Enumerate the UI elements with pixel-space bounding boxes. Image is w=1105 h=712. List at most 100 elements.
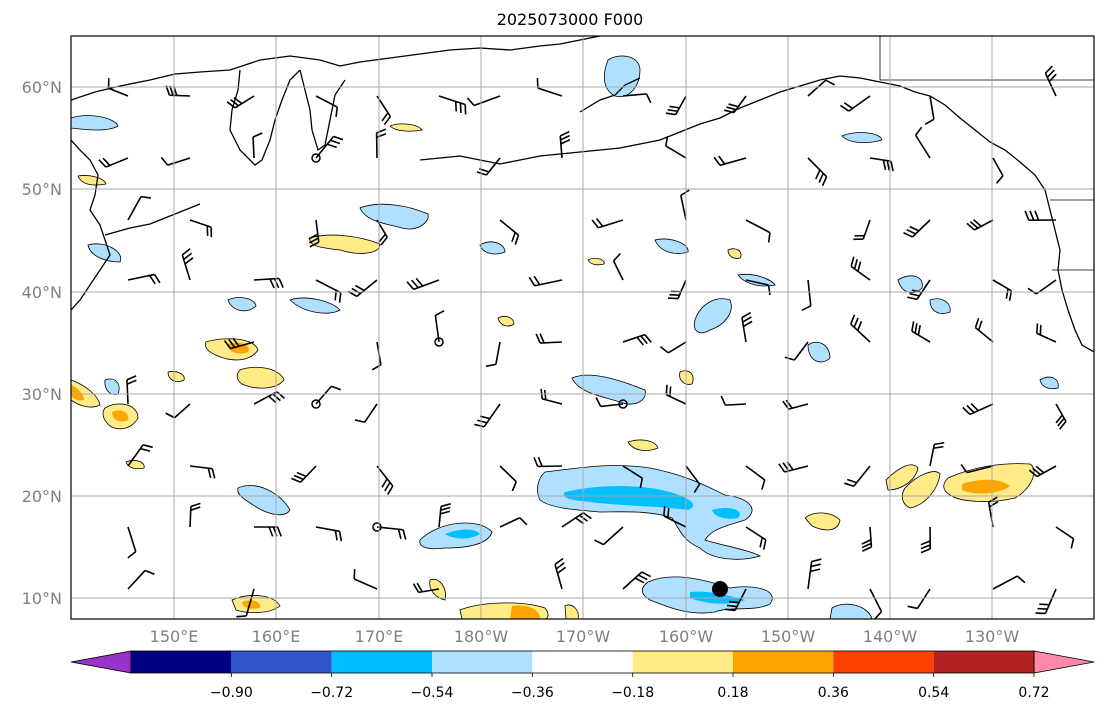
wind-barb	[924, 95, 935, 126]
wind-barb	[914, 126, 931, 159]
colorbar-label: 0.54	[918, 685, 949, 701]
wind-barb	[960, 463, 994, 474]
wind-barb	[308, 219, 320, 248]
wind-barb	[1055, 526, 1075, 549]
wind-barb	[844, 465, 871, 488]
wind-barb	[725, 588, 747, 612]
wind-barb	[992, 575, 1026, 590]
colorbar-segment	[632, 651, 733, 673]
wind-barb	[745, 465, 766, 490]
map-title: 2025073000 F000	[496, 10, 644, 29]
wind-barb	[528, 275, 563, 287]
wind-barb	[659, 341, 687, 354]
wind-barb	[741, 311, 753, 343]
wind-barb	[849, 314, 871, 343]
wind-barb	[252, 132, 263, 159]
wind-barb	[536, 78, 563, 97]
wind-barb	[591, 218, 624, 229]
wind-barb	[1055, 403, 1067, 430]
wind-barb	[966, 219, 994, 231]
wind-barb	[839, 95, 871, 112]
wind-barb	[784, 341, 809, 361]
wind-barb	[559, 130, 571, 159]
wind-barb	[974, 317, 994, 343]
blue-core	[563, 486, 694, 510]
wind-barb	[253, 277, 284, 289]
wind-barb	[1036, 323, 1057, 343]
lat-label: 30°N	[22, 385, 62, 404]
map-frame	[70, 35, 1095, 620]
wind-barb	[127, 569, 155, 590]
wind-barb	[315, 95, 339, 118]
colorbar-segment	[733, 651, 834, 673]
lon-label: 150°E	[150, 627, 199, 646]
lon-label: 170°E	[355, 627, 404, 646]
lon-label: 150°W	[761, 627, 816, 646]
wind-barb	[850, 256, 871, 281]
wind-barb	[807, 157, 828, 187]
colorbar-label: 0.36	[818, 685, 849, 701]
wind-barb	[907, 588, 931, 610]
wind-barb	[992, 157, 1004, 184]
wind-barb	[807, 558, 822, 590]
wind-barb	[1044, 65, 1057, 97]
colorbar-segment	[833, 651, 934, 673]
lon-label: 160°W	[659, 627, 714, 646]
colorbar-label: 0.18	[717, 685, 748, 701]
wind-barb	[127, 273, 161, 285]
wind-barb	[907, 279, 931, 301]
lat-label: 10°N	[22, 589, 62, 608]
wind-barb	[745, 219, 771, 243]
wind-barb	[226, 95, 255, 109]
colorbar-extend-low	[70, 650, 132, 674]
colorbar-extend-high	[1033, 650, 1095, 674]
wind-barb	[236, 588, 255, 618]
wind-barb	[929, 441, 945, 467]
colorbar-segment	[231, 651, 332, 673]
lat-label: 40°N	[22, 283, 62, 302]
wind-barb	[474, 403, 501, 428]
colorbar-label: −0.90	[210, 685, 253, 701]
calm-circles	[311, 153, 628, 532]
wind-barb	[807, 79, 835, 97]
lon-label: 180°W	[454, 627, 509, 646]
wind-barb	[291, 465, 317, 484]
colorbar-outline	[130, 650, 1035, 674]
lon-label: 140°W	[863, 627, 918, 646]
wind-barb	[315, 526, 343, 542]
wind-barb	[594, 526, 624, 546]
wind-barb	[189, 219, 213, 238]
wind-barb	[665, 135, 687, 159]
wind-barb	[622, 465, 644, 489]
lon-label: 130°W	[965, 627, 1020, 646]
colorbar-segment	[933, 651, 1034, 673]
wind-barb	[165, 403, 191, 419]
wind-barb	[724, 95, 747, 114]
lon-label: 170°W	[556, 627, 611, 646]
wind-barb	[438, 95, 467, 115]
wind-barb	[375, 128, 387, 159]
wind-barb	[499, 465, 518, 492]
wind-barb	[127, 195, 152, 221]
colorbar-label: −0.72	[310, 685, 353, 701]
wind-barb	[127, 526, 137, 559]
colorbar-segment	[532, 651, 633, 673]
colorbar-segment	[432, 651, 533, 673]
wind-barb	[1028, 465, 1057, 478]
wind-barb	[622, 93, 652, 104]
map-content	[71, 36, 1094, 619]
wind-barb	[1024, 210, 1057, 221]
wind-barb	[745, 526, 767, 550]
wind-barb	[533, 456, 563, 468]
wind-barb	[622, 333, 652, 346]
wind-barb	[665, 95, 687, 116]
colorbar-label: −0.36	[511, 685, 554, 701]
wind-barb	[1035, 588, 1057, 615]
wind-barb	[663, 506, 687, 528]
wind-barbs	[98, 65, 1075, 619]
longitude-labels: 150°E 160°E 170°E 180°W 170°W 160°W 150°W 140°W…	[150, 627, 1020, 646]
wind-barb	[920, 526, 932, 554]
wind-barb	[347, 279, 378, 298]
wind-barb	[466, 95, 501, 107]
